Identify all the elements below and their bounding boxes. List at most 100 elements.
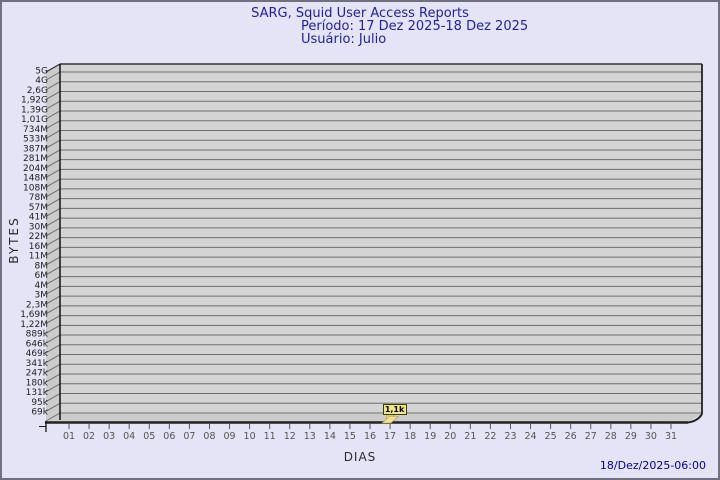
x-tick-label: 03 — [103, 431, 115, 442]
plot-back-wall — [60, 64, 702, 414]
y-tick-label: 148M — [23, 174, 48, 184]
y-depth-tick — [45, 276, 61, 286]
y-tick-label: 78M — [29, 193, 48, 203]
plot-top-left-edge — [45, 63, 61, 73]
x-tick-label: 22 — [484, 431, 496, 442]
x-tick-label: 11 — [264, 431, 276, 442]
y-depth-tick — [45, 344, 61, 354]
y-tick-label: 1,39G — [21, 105, 48, 115]
x-tick-label: 10 — [244, 431, 256, 442]
y-tick-label: 5G — [35, 67, 48, 77]
y-tick-label: 95k — [31, 398, 48, 408]
y-depth-tick — [45, 354, 61, 363]
y-depth-tick — [45, 266, 61, 276]
x-tick-label: 20 — [444, 431, 456, 442]
chart-subtitle-user: Usuário: Julio — [301, 32, 387, 47]
y-depth-tick — [45, 227, 61, 237]
x-tick-label: 09 — [223, 431, 235, 442]
y-tick-label: 180k — [26, 378, 49, 388]
y-tick-label: 1,22M — [20, 320, 48, 330]
x-tick-label: 14 — [324, 431, 336, 442]
y-tick-label: 1,01G — [21, 115, 48, 125]
x-tick-label: 07 — [183, 431, 195, 442]
x-tick-label: 31 — [665, 431, 677, 442]
plot-bottom-right-corner — [687, 413, 703, 424]
y-depth-tick — [45, 305, 61, 315]
y-tick-label: 30M — [29, 222, 48, 232]
y-depth-tick — [45, 412, 61, 422]
y-depth-tick — [45, 130, 61, 139]
y-tick-label: 2,3M — [26, 300, 48, 310]
y-depth-tick — [45, 139, 61, 149]
y-tick-label: 57M — [29, 203, 48, 213]
data-point-marker — [381, 414, 399, 424]
y-depth-tick — [45, 383, 61, 393]
y-depth-tick — [45, 159, 61, 169]
y-depth-tick — [45, 363, 61, 373]
chart-subtitle-period: Período: 17 Dez 2025-18 Dez 2025 — [301, 19, 529, 34]
y-tick-label: 1,69M — [20, 310, 48, 320]
y-depth-tick — [45, 285, 61, 295]
x-tick-label: 02 — [83, 431, 95, 442]
y-depth-tick — [45, 315, 61, 325]
x-tick-label: 21 — [464, 431, 476, 442]
gridlines — [60, 71, 702, 414]
x-tick-label: 24 — [524, 431, 536, 442]
y-depth-tick — [45, 120, 61, 130]
x-tick-label: 13 — [304, 431, 316, 442]
y-tick-label: 2,6G — [27, 86, 48, 96]
x-tick-label: 23 — [504, 431, 516, 442]
y-depth-tick — [45, 188, 61, 198]
x-tick-label: 27 — [585, 431, 597, 442]
x-tick-label: 16 — [364, 431, 376, 442]
y-depth-tick — [45, 110, 61, 120]
y-axis-title: BYTES — [7, 216, 21, 264]
plot-side-wall — [46, 64, 60, 422]
y-depth-tick — [45, 91, 61, 100]
y-depth-tick — [45, 100, 61, 110]
y-tick-label: 16M — [29, 242, 48, 252]
y-depth-tick — [45, 217, 61, 227]
y-tick-label: 22M — [29, 232, 48, 242]
x-tick-label: 19 — [424, 431, 436, 442]
x-tick-label: 12 — [284, 431, 296, 442]
x-tick-label: 06 — [163, 431, 175, 442]
y-tick-label: 204M — [23, 164, 48, 174]
y-tick-label: 889k — [26, 330, 49, 340]
y-depth-tick — [45, 324, 61, 334]
generation-timestamp: 18/Dez/2025-06:00 — [599, 459, 706, 472]
y-tick-label: 247k — [26, 369, 49, 379]
y-tick-label: 8M — [35, 261, 49, 271]
x-tick-label: 08 — [203, 431, 215, 442]
x-tick-label: 18 — [404, 431, 416, 442]
data-point-value-badge: 1,1k — [382, 404, 407, 415]
y-depth-tick — [45, 168, 61, 178]
x-tick-label: 30 — [645, 431, 657, 442]
y-depth-tick — [45, 402, 61, 412]
y-depth-tick — [45, 149, 61, 159]
y-tick-label: 646k — [26, 339, 49, 349]
y-tick-label: 734M — [23, 125, 48, 135]
y-tick-label: 41M — [29, 213, 48, 223]
y-tick-label: 3M — [35, 291, 49, 301]
x-tick-label: 17 — [384, 431, 396, 442]
x-tick-label: 26 — [565, 431, 577, 442]
y-tick-label: 387M — [23, 144, 48, 154]
y-depth-tick — [45, 393, 61, 402]
y-tick-label: 4M — [35, 281, 49, 291]
y-tick-label: 341k — [26, 359, 49, 369]
y-tick-label: 11M — [29, 252, 48, 262]
y-depth-tick — [45, 81, 61, 91]
y-depth-tick — [45, 256, 61, 266]
y-depth-tick — [45, 334, 61, 344]
y-depth-tick — [45, 246, 61, 256]
y-depth-tick — [45, 237, 61, 247]
y-tick-label: 131k — [26, 388, 49, 398]
y-depth-tick — [45, 207, 61, 217]
y-axis-depth-ticks — [45, 71, 61, 422]
point-wedge — [381, 416, 399, 424]
y-depth-tick — [45, 71, 61, 81]
y-depth-tick — [45, 295, 61, 305]
